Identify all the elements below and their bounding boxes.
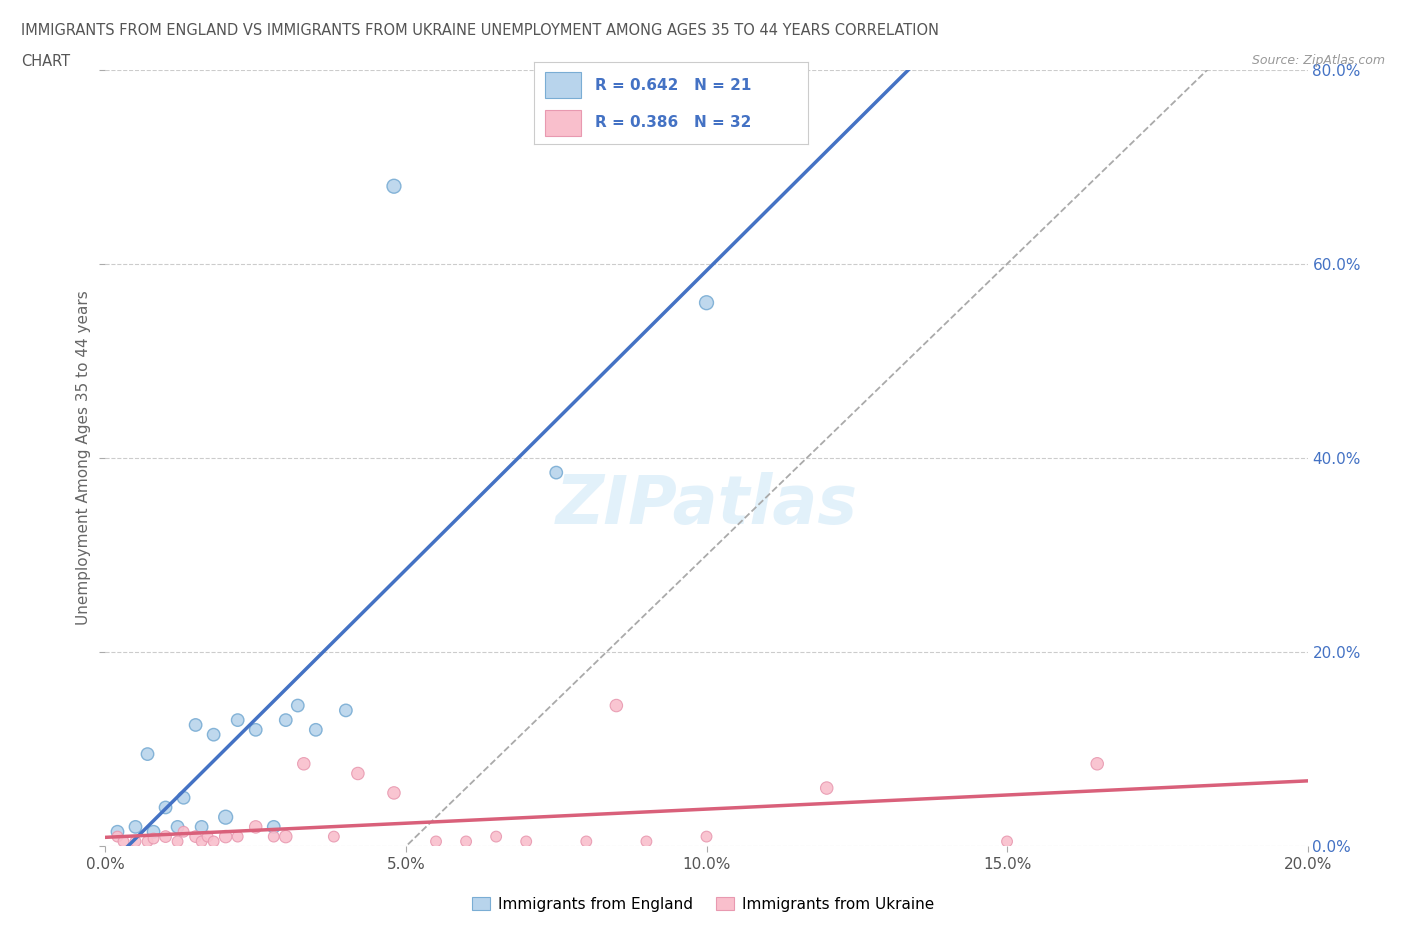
Point — [245, 723, 267, 737]
Point — [274, 712, 297, 727]
Point — [636, 834, 658, 849]
Point — [107, 830, 129, 844]
Point — [425, 834, 447, 849]
Text: IMMIGRANTS FROM ENGLAND VS IMMIGRANTS FROM UKRAINE UNEMPLOYMENT AMONG AGES 35 TO: IMMIGRANTS FROM ENGLAND VS IMMIGRANTS FR… — [21, 23, 939, 38]
Point — [226, 830, 249, 844]
Point — [515, 834, 537, 849]
Point — [136, 747, 159, 762]
FancyBboxPatch shape — [546, 110, 581, 136]
Point — [112, 834, 135, 849]
Point — [226, 712, 249, 727]
Point — [155, 800, 177, 815]
Point — [184, 718, 207, 733]
Point — [202, 727, 225, 742]
Point — [696, 296, 718, 311]
Text: R = 0.386   N = 32: R = 0.386 N = 32 — [595, 115, 751, 130]
Point — [124, 819, 146, 834]
Text: R = 0.642   N = 21: R = 0.642 N = 21 — [595, 78, 751, 93]
Point — [166, 834, 188, 849]
Point — [546, 465, 568, 480]
Point — [382, 179, 405, 193]
Point — [107, 824, 129, 839]
Point — [287, 698, 309, 713]
Point — [184, 830, 207, 844]
Point — [214, 810, 236, 825]
Point — [1085, 756, 1108, 771]
Point — [696, 830, 718, 844]
Point — [382, 786, 405, 801]
Text: Source: ZipAtlas.com: Source: ZipAtlas.com — [1251, 54, 1385, 67]
Point — [190, 819, 212, 834]
Point — [322, 830, 344, 844]
Point — [263, 830, 285, 844]
Point — [575, 834, 598, 849]
Legend: Immigrants from England, Immigrants from Ukraine: Immigrants from England, Immigrants from… — [465, 890, 941, 918]
Point — [173, 824, 195, 839]
Point — [155, 830, 177, 844]
Point — [197, 830, 219, 844]
Point — [245, 819, 267, 834]
Point — [815, 780, 838, 795]
Point — [173, 790, 195, 805]
FancyBboxPatch shape — [546, 73, 581, 99]
Text: CHART: CHART — [21, 54, 70, 69]
Point — [142, 831, 165, 846]
Point — [274, 830, 297, 844]
Text: ZIPatlas: ZIPatlas — [555, 472, 858, 538]
Point — [454, 834, 477, 849]
Point — [292, 756, 315, 771]
Point — [136, 834, 159, 849]
Y-axis label: Unemployment Among Ages 35 to 44 years: Unemployment Among Ages 35 to 44 years — [76, 291, 91, 625]
Point — [202, 834, 225, 849]
Point — [485, 830, 508, 844]
Point — [166, 819, 188, 834]
Point — [995, 834, 1018, 849]
Point — [214, 830, 236, 844]
Point — [305, 723, 328, 737]
Point — [190, 834, 212, 849]
Point — [605, 698, 627, 713]
Point — [124, 834, 146, 849]
Point — [142, 824, 165, 839]
Point — [263, 819, 285, 834]
Point — [335, 703, 357, 718]
Point — [347, 766, 370, 781]
